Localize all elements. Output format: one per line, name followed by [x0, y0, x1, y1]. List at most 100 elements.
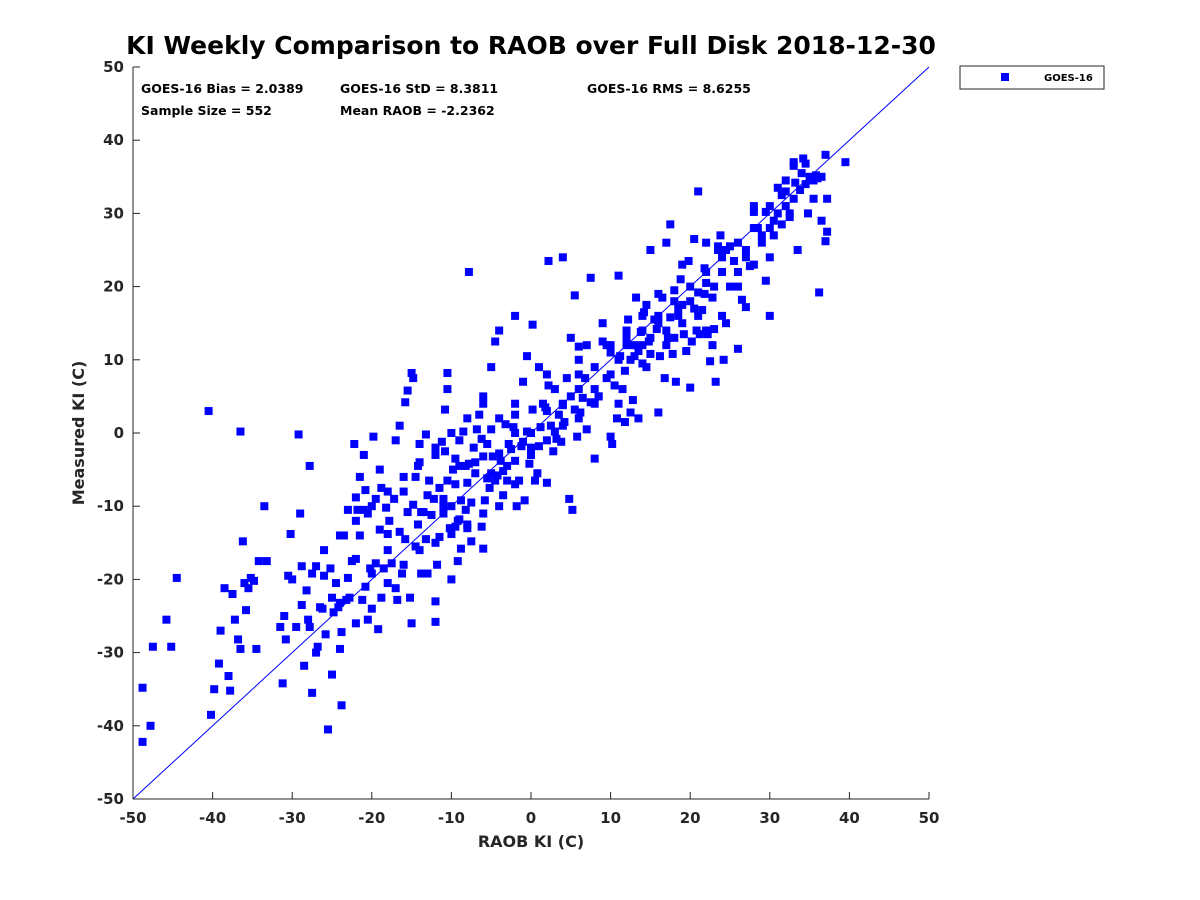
data-point: [542, 436, 551, 445]
data-point: [682, 347, 691, 356]
y-axis-label: Measured KI (C): [69, 361, 88, 506]
data-point: [379, 564, 388, 573]
data-point: [809, 194, 818, 203]
data-point: [520, 496, 529, 505]
data-point: [467, 498, 476, 507]
data-point: [471, 469, 480, 478]
data-point: [228, 590, 237, 599]
data-point: [507, 445, 516, 454]
stat-bias: GOES-16 Bias = 2.0389: [141, 81, 303, 96]
data-point: [262, 557, 271, 566]
data-point: [801, 159, 810, 168]
data-point: [646, 246, 655, 254]
data-point: [477, 522, 486, 531]
data-point: [570, 405, 579, 414]
data-point: [608, 439, 617, 448]
data-point: [684, 256, 693, 265]
y-tick-label: -20: [97, 570, 124, 588]
y-tick-label: -50: [97, 790, 124, 808]
data-point: [447, 429, 456, 437]
data-point: [495, 502, 504, 511]
data-point: [350, 439, 359, 448]
data-point: [594, 392, 603, 401]
data-point: [148, 642, 157, 651]
data-point: [610, 381, 619, 390]
data-point: [423, 569, 432, 578]
data-point: [367, 569, 376, 578]
data-point: [512, 502, 521, 511]
data-point: [411, 472, 420, 481]
data-point: [324, 725, 333, 734]
data-point: [646, 349, 655, 358]
data-point: [224, 672, 233, 681]
data-point: [483, 439, 492, 448]
data-point: [660, 374, 669, 383]
data-point: [431, 617, 440, 626]
data-point: [479, 544, 488, 553]
data-point: [351, 516, 360, 525]
data-point: [395, 421, 404, 430]
data-point: [441, 447, 450, 456]
data-point: [445, 524, 454, 533]
data-point: [260, 502, 269, 511]
data-point: [320, 571, 329, 580]
data-point: [328, 670, 336, 679]
data-point: [463, 524, 472, 533]
data-point: [138, 737, 147, 746]
data-point: [467, 537, 476, 546]
data-point: [351, 619, 360, 628]
data-point: [487, 425, 496, 434]
data-point: [242, 606, 251, 615]
data-point: [439, 509, 448, 518]
data-point: [686, 383, 695, 392]
data-point: [710, 325, 719, 334]
data-point: [558, 253, 567, 262]
data-point: [456, 544, 465, 553]
data-point: [331, 579, 340, 588]
data-point: [590, 385, 599, 394]
data-point: [464, 267, 473, 276]
data-point: [550, 385, 559, 394]
data-point: [519, 377, 528, 386]
data-point: [714, 242, 723, 251]
data-point: [423, 491, 432, 500]
data-point: [566, 392, 575, 401]
data-point: [791, 178, 800, 187]
data-point: [679, 330, 688, 339]
data-point: [463, 478, 472, 487]
data-point: [471, 458, 480, 467]
data-point: [334, 603, 343, 612]
data-point: [702, 267, 711, 276]
x-tick-label: -20: [358, 809, 385, 827]
data-point: [511, 399, 520, 408]
data-point: [676, 275, 685, 284]
data-point: [546, 421, 555, 430]
data-point: [491, 476, 500, 485]
data-point: [606, 348, 615, 357]
data-point: [678, 319, 687, 328]
data-point: [666, 220, 675, 229]
data-point: [652, 325, 661, 334]
data-point: [236, 427, 245, 436]
data-point: [815, 288, 824, 297]
data-point: [618, 385, 627, 394]
data-point: [371, 494, 380, 503]
data-point: [455, 436, 464, 445]
data-point: [343, 505, 352, 514]
data-point: [741, 303, 750, 312]
data-point: [769, 216, 778, 225]
data-point: [662, 326, 671, 335]
data-point: [773, 183, 782, 192]
data-point: [294, 430, 303, 439]
data-point: [276, 622, 285, 631]
data-point: [733, 344, 742, 353]
data-point: [626, 355, 635, 364]
data-point: [479, 509, 488, 518]
data-point: [674, 304, 683, 313]
data-point: [419, 508, 428, 517]
data-point: [606, 432, 615, 441]
data-point: [495, 326, 504, 335]
data-point: [821, 150, 830, 159]
x-tick-label: -40: [199, 809, 226, 827]
data-point: [765, 224, 774, 233]
